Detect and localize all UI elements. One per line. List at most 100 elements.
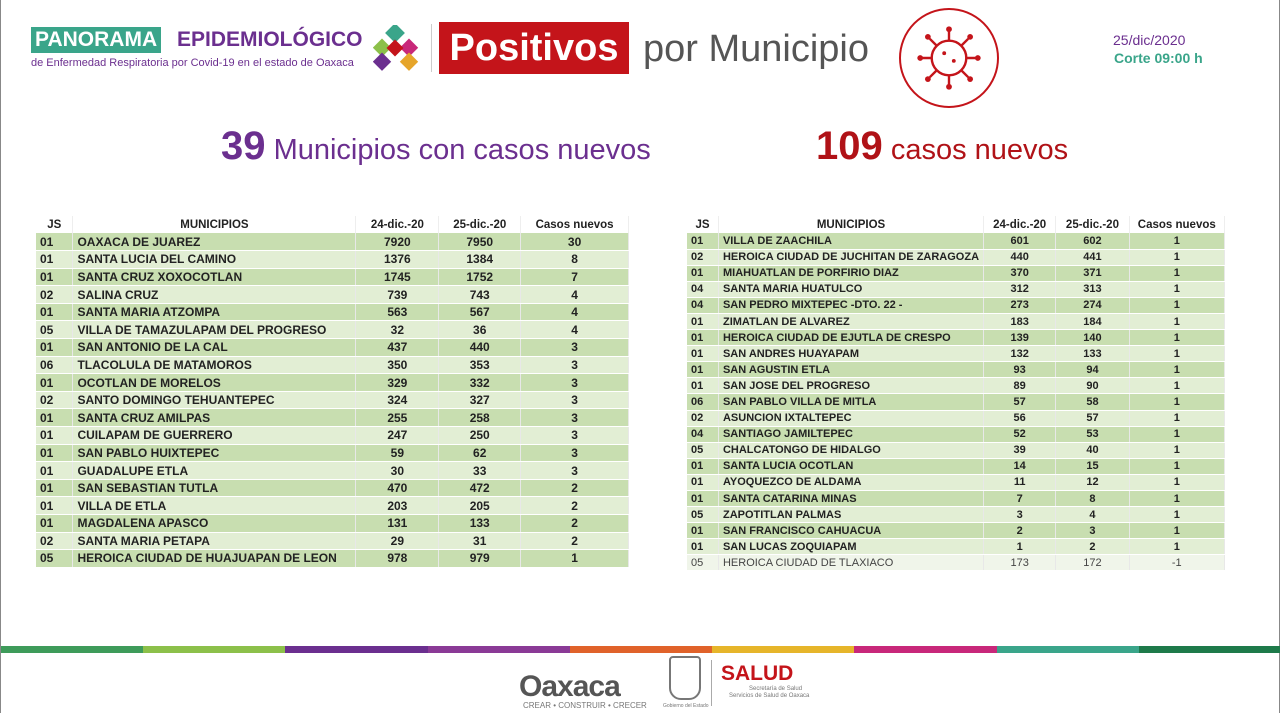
municipio-cell: GUADALUPE ETLA: [72, 461, 357, 480]
header-divider: [431, 24, 432, 72]
dec25-cell: 440: [438, 338, 522, 357]
table-row: 02 HEROICA CIUDAD DE JUCHITAN DE ZARAGOZA…: [687, 249, 1226, 266]
col-casos-nuevos: Casos nuevos: [1129, 216, 1226, 233]
dec25-cell: 140: [1055, 329, 1130, 347]
municipio-cell: VILLA DE ETLA: [72, 496, 357, 515]
js-cell: 01: [36, 303, 74, 322]
municipio-cell: VILLA DE TAMAZULAPAM DEL PROGRESO: [72, 320, 357, 340]
municipio-cell: TLACOLULA DE MATAMOROS: [72, 356, 357, 375]
col-25dic: 25-dic.-20: [438, 216, 522, 233]
casos-nuevos-cell: 1: [1129, 506, 1226, 524]
js-cell: 02: [36, 391, 74, 410]
footer-divider: [711, 660, 712, 706]
municipio-cell: HEROICA CIUDAD DE JUCHITAN DE ZARAGOZA: [718, 249, 985, 266]
dec24-cell: 1745: [355, 268, 440, 287]
js-cell: 01: [687, 233, 719, 250]
brand-panorama: PANORAMA: [31, 27, 162, 53]
dec24-cell: 52: [983, 426, 1057, 443]
js-cell: 05: [687, 506, 719, 524]
table-row: 02 ASUNCION IXTALTEPEC 56 57 1: [687, 410, 1226, 427]
dec25-cell: 3: [1055, 522, 1130, 540]
table-row: 02 SANTA MARIA PETAPA 29 31 2: [36, 532, 629, 551]
js-cell: 01: [687, 329, 719, 347]
table-row: 05 VILLA DE TAMAZULAPAM DEL PROGRESO 32 36 4: [36, 320, 629, 340]
dec24-cell: 255: [355, 408, 440, 428]
dec24-cell: 1: [983, 538, 1057, 556]
js-cell: 05: [687, 442, 719, 459]
col-24dic: 24-dic.-20: [355, 216, 440, 233]
dec24-cell: 89: [983, 377, 1057, 395]
dec24-cell: 57: [983, 393, 1057, 411]
table-row: 01 MIAHUATLAN DE PORFIRIO DIAZ 370 371 1: [687, 265, 1226, 282]
brand-epidemiologico: EPIDEMIOLÓGICO: [177, 28, 363, 51]
municipio-cell: SANTA LUCIA DEL CAMINO: [72, 250, 357, 269]
municipio-cell: SAN ANTONIO DE LA CAL: [72, 338, 357, 357]
table-row: 05 HEROICA CIUDAD DE HUAJUAPAN DE LEON 978…: [36, 549, 629, 568]
dec24-cell: 470: [355, 479, 440, 498]
casos-nuevos-cell: 3: [520, 426, 629, 445]
dec25-cell: 90: [1055, 377, 1130, 395]
dec24-cell: 173: [983, 554, 1057, 572]
js-cell: 06: [687, 393, 719, 411]
dec24-cell: 131: [355, 514, 440, 533]
table-row: 01 CUILAPAM DE GUERRERO 247 250 3: [36, 426, 629, 445]
dec24-cell: 39: [983, 442, 1057, 459]
casos-nuevos-cell: 2: [520, 514, 629, 533]
salud-subtitle-2: Servicios de Salud de Oaxaca: [729, 693, 810, 699]
table-row: 01 SANTA CATARINA MINAS 7 8 1: [687, 490, 1226, 508]
table-row: 01 MAGDALENA APASCO 131 133 2: [36, 514, 629, 533]
js-cell: 01: [36, 373, 74, 392]
municipio-cell: HEROICA CIUDAD DE TLAXIACO: [718, 554, 985, 572]
table-row: 01 AYOQUEZCO DE ALDAMA 11 12 1: [687, 474, 1226, 492]
municipio-cell: HEROICA CIUDAD DE EJUTLA DE CRESPO: [718, 329, 985, 347]
casos-nuevos-cell: 1: [1129, 538, 1226, 556]
js-cell: 01: [36, 479, 74, 498]
municipios-count: 39: [221, 124, 266, 168]
casos-nuevos-cell: 3: [520, 391, 629, 410]
dec25-cell: 12: [1055, 474, 1130, 492]
panorama-logo-icon: [373, 25, 419, 71]
dec25-cell: 567: [438, 303, 522, 322]
color-bar-segment: [1, 646, 144, 653]
casos-nuevos-cell: 3: [520, 338, 629, 357]
dec24-cell: 440: [983, 249, 1057, 266]
dec25-cell: 371: [1055, 265, 1130, 282]
dec25-cell: 53: [1055, 426, 1130, 443]
dec24-cell: 203: [355, 496, 440, 515]
dec25-cell: 1384: [438, 250, 522, 269]
municipio-cell: AYOQUEZCO DE ALDAMA: [718, 474, 985, 492]
municipio-cell: SANTO DOMINGO TEHUANTEPEC: [72, 391, 357, 410]
table-row: 01 VILLA DE ZAACHILA 601 602 1: [687, 233, 1226, 250]
table-row: 05 CHALCATONGO DE HIDALGO 39 40 1: [687, 442, 1226, 459]
table-row: 01 OAXACA DE JUAREZ 7920 7950 30: [36, 233, 629, 252]
dec25-cell: 133: [1055, 345, 1130, 363]
table-row: 01 SANTA CRUZ XOXOCOTLAN 1745 1752 7: [36, 268, 629, 287]
municipio-cell: SAN FRANCISCO CAHUACUA: [718, 522, 985, 540]
municipio-cell: SALINA CRUZ: [72, 285, 357, 304]
dec24-cell: 350: [355, 356, 440, 375]
table-row: 01 SAN ANTONIO DE LA CAL 437 440 3: [36, 338, 629, 357]
table-row: 02 SANTO DOMINGO TEHUANTEPEC 324 327 3: [36, 391, 629, 410]
casos-nuevos-cell: 1: [1129, 233, 1226, 250]
table-row: 01 ZIMATLAN DE ALVAREZ 183 184 1: [687, 313, 1226, 331]
dec25-cell: 31: [438, 532, 522, 551]
dec25-cell: 258: [438, 408, 522, 428]
table-row: 01 GUADALUPE ETLA 30 33 3: [36, 461, 629, 480]
dec25-cell: 7950: [438, 233, 522, 252]
municipio-cell: HEROICA CIUDAD DE HUAJUAPAN DE LEON: [72, 549, 357, 568]
casos-nuevos-cell: 1: [1129, 329, 1226, 347]
table-row: 01 SANTA CRUZ AMILPAS 255 258 3: [36, 408, 629, 428]
municipio-cell: SAN LUCAS ZOQUIAPAM: [718, 538, 985, 556]
municipio-cell: MAGDALENA APASCO: [72, 514, 357, 533]
table-row: 05 HEROICA CIUDAD DE TLAXIACO 173 172 -1: [687, 554, 1226, 572]
table-row: 05 ZAPOTITLAN PALMAS 3 4 1: [687, 506, 1226, 524]
table-row: 01 HEROICA CIUDAD DE EJUTLA DE CRESPO 139 1…: [687, 329, 1226, 347]
js-cell: 04: [687, 281, 719, 298]
oaxaca-logo: Oaxaca: [519, 670, 621, 703]
casos-nuevos-cell: 3: [520, 373, 629, 392]
dec24-cell: 7920: [355, 233, 440, 252]
dec24-cell: 11: [983, 474, 1057, 492]
casos-nuevos-cell: 1: [1129, 345, 1226, 363]
dec24-cell: 437: [355, 338, 440, 357]
casos-nuevos-cell: 4: [520, 303, 629, 322]
